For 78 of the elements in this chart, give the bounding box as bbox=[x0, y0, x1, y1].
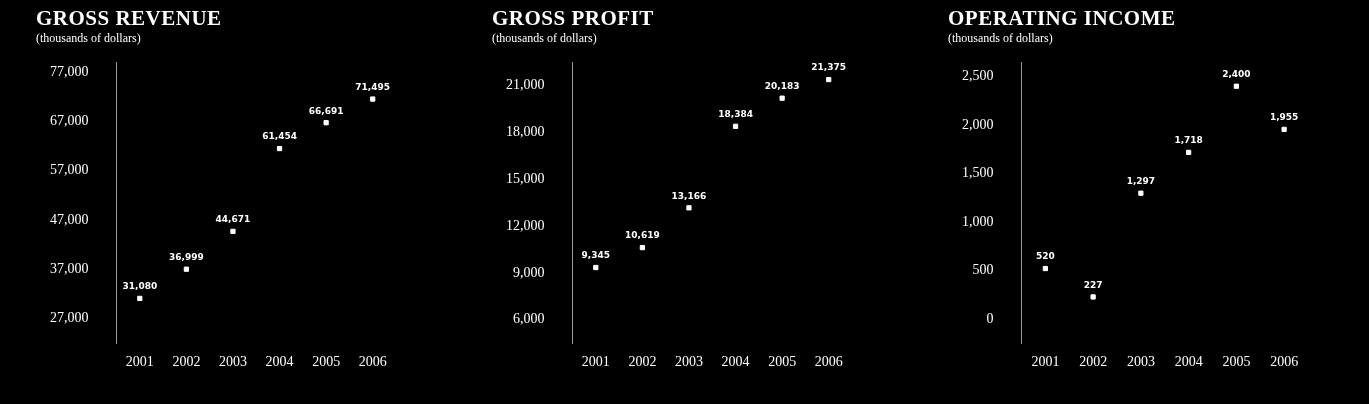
x-tick-label: 2006 bbox=[1270, 354, 1299, 370]
y-tick-label: 21,000 bbox=[506, 77, 545, 93]
y-tick-label: 37,000 bbox=[50, 260, 89, 276]
chart-title: OPERATING INCOME bbox=[948, 6, 1176, 31]
data-label: 66,691 bbox=[308, 105, 344, 116]
x-tick-label: 2002 bbox=[172, 354, 201, 370]
y-tick-label: 27,000 bbox=[50, 310, 89, 326]
chart-subtitle: (thousands of dollars) bbox=[948, 31, 1053, 46]
chart-title: GROSS PROFIT bbox=[492, 6, 654, 31]
point bbox=[370, 96, 376, 102]
y-tick-label: 2,000 bbox=[962, 116, 994, 132]
chart-title: GROSS REVENUE bbox=[36, 6, 222, 31]
point bbox=[276, 145, 283, 152]
point bbox=[593, 264, 599, 271]
data-label: 1,297 bbox=[1126, 176, 1156, 187]
x-tick-label: 2005 bbox=[768, 354, 797, 370]
point bbox=[1138, 190, 1144, 196]
x-tick-label: 2004 bbox=[265, 354, 294, 370]
y-tick-label: 6,000 bbox=[513, 311, 545, 327]
data-label: 1,718 bbox=[1174, 135, 1203, 146]
y-tick-label: 2,500 bbox=[962, 68, 994, 84]
y-tick-label: 77,000 bbox=[50, 63, 89, 79]
point bbox=[639, 244, 645, 251]
x-tick-label: 2003 bbox=[1126, 354, 1155, 370]
point bbox=[1281, 126, 1287, 133]
x-tick-label: 2001 bbox=[581, 354, 610, 370]
data-label: 20,183 bbox=[764, 81, 800, 92]
data-label: 520 bbox=[1035, 251, 1055, 262]
x-tick-label: 2002 bbox=[1079, 354, 1108, 370]
point bbox=[826, 76, 832, 83]
y-tick-label: 12,000 bbox=[506, 217, 545, 233]
data-label: 13,166 bbox=[671, 190, 707, 201]
data-label: 1,955 bbox=[1269, 112, 1299, 123]
point bbox=[732, 123, 739, 129]
point bbox=[686, 205, 692, 211]
y-tick-label: 1,500 bbox=[962, 165, 994, 181]
point bbox=[1042, 265, 1048, 272]
y-tick-label: 47,000 bbox=[50, 211, 89, 227]
y-tick-label: 18,000 bbox=[506, 123, 545, 139]
point bbox=[183, 266, 189, 272]
x-tick-label: 2005 bbox=[312, 354, 341, 370]
point bbox=[230, 228, 236, 234]
x-tick-label: 2006 bbox=[358, 354, 387, 370]
chart-subtitle: (thousands of dollars) bbox=[36, 31, 141, 46]
x-tick-label: 2001 bbox=[125, 354, 154, 370]
x-tick-label: 2002 bbox=[628, 354, 657, 370]
x-tick-label: 2003 bbox=[674, 354, 703, 370]
x-tick-label: 2004 bbox=[721, 354, 750, 370]
x-tick-label: 2004 bbox=[1174, 354, 1203, 370]
data-label: 18,384 bbox=[718, 109, 753, 120]
x-tick-label: 2003 bbox=[218, 354, 247, 370]
data-label: 9,345 bbox=[581, 250, 611, 261]
x-tick-label: 2001 bbox=[1031, 354, 1060, 370]
x-tick-label: 2006 bbox=[814, 354, 843, 370]
point bbox=[137, 295, 143, 302]
data-label: 71,495 bbox=[355, 81, 391, 92]
data-label: 2,400 bbox=[1222, 69, 1251, 80]
y-tick-label: 500 bbox=[972, 262, 994, 278]
y-tick-label: 15,000 bbox=[506, 170, 545, 186]
x-tick-label: 2005 bbox=[1222, 354, 1251, 370]
y-tick-label: 1,000 bbox=[962, 213, 994, 229]
data-label: 36,999 bbox=[169, 252, 204, 263]
chart-subtitle: (thousands of dollars) bbox=[492, 31, 597, 46]
y-tick-label: 67,000 bbox=[50, 112, 89, 128]
y-tick-label: 57,000 bbox=[50, 162, 89, 178]
data-label: 31,080 bbox=[122, 281, 158, 292]
data-label: 61,454 bbox=[262, 131, 297, 142]
data-label: 10,619 bbox=[625, 230, 660, 241]
point bbox=[1233, 83, 1239, 89]
point bbox=[1090, 294, 1096, 300]
data-label: 44,671 bbox=[215, 214, 251, 225]
data-label: 227 bbox=[1083, 279, 1103, 290]
point bbox=[779, 95, 785, 101]
data-label: 21,375 bbox=[811, 62, 847, 73]
point bbox=[1186, 149, 1192, 155]
y-tick-label: 0 bbox=[986, 310, 994, 326]
y-tick-label: 9,000 bbox=[513, 264, 545, 280]
point bbox=[323, 120, 329, 126]
